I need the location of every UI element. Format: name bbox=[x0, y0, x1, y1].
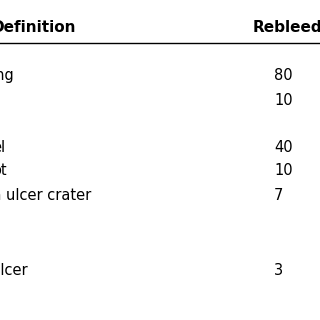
Text: Rebleed: Rebleed bbox=[253, 20, 320, 35]
Text: 10: 10 bbox=[274, 163, 292, 178]
Text: Definition: Definition bbox=[0, 20, 76, 35]
Text: 7: 7 bbox=[274, 188, 284, 203]
Text: ot: ot bbox=[0, 163, 7, 178]
Text: 40: 40 bbox=[274, 140, 292, 155]
Text: 10: 10 bbox=[274, 93, 292, 108]
Text: 80: 80 bbox=[274, 68, 292, 83]
Text: ulcer: ulcer bbox=[0, 263, 28, 278]
Text: n ulcer crater: n ulcer crater bbox=[0, 188, 91, 203]
Text: ing: ing bbox=[0, 68, 15, 83]
Text: el: el bbox=[0, 140, 5, 155]
Text: 3: 3 bbox=[274, 263, 283, 278]
